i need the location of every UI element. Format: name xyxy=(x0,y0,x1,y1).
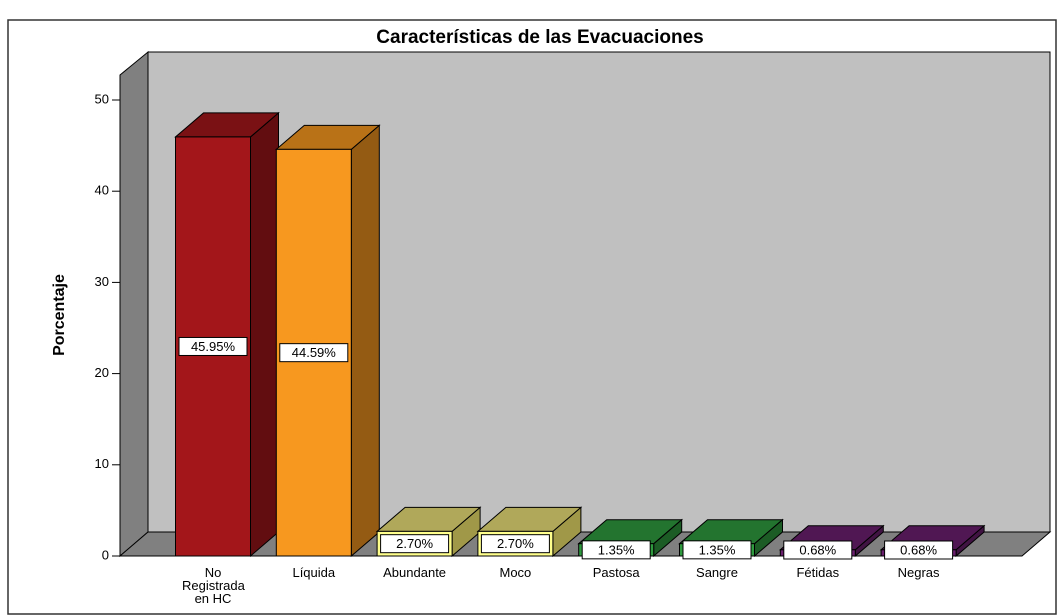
value-label-box xyxy=(884,540,954,560)
side-wall xyxy=(119,50,149,558)
x-tick-label: Abundante xyxy=(383,566,447,580)
y-tick-label: 30 xyxy=(95,274,109,289)
y-tick-label: 0 xyxy=(102,547,109,562)
y-tick-label: 10 xyxy=(95,456,109,471)
value-label: 1.35% xyxy=(699,542,736,557)
value-label: 44.59% xyxy=(292,345,337,360)
x-tick-label-box: Sangre xyxy=(696,566,738,580)
value-label: 45.95% xyxy=(191,339,236,354)
y-tick-label: 40 xyxy=(95,183,109,198)
value-label: 2.70% xyxy=(497,536,534,551)
y-axis-label: Porcentaje xyxy=(51,274,68,356)
x-tick-label: Fétidas xyxy=(796,566,840,580)
x-tick-label: No Registrada en HC xyxy=(182,566,245,606)
x-tick-label-box: Moco xyxy=(499,566,532,580)
value-label-box xyxy=(279,343,349,363)
x-tick-label-box: No Registrada en HC xyxy=(182,566,245,606)
bar-side xyxy=(250,111,279,558)
x-tick-label-box: Fétidas xyxy=(796,566,840,580)
bar-side xyxy=(350,124,380,558)
value-label-box xyxy=(178,336,248,356)
x-tick-label: Líquida xyxy=(292,566,336,580)
x-tick-label: Pastosa xyxy=(592,566,640,580)
value-label-box xyxy=(581,540,651,560)
y-tick-label: 50 xyxy=(95,91,109,106)
value-label: 0.68% xyxy=(799,542,836,557)
value-label-box xyxy=(480,534,550,554)
chart-title: Características de las Evacuaciones xyxy=(376,27,703,48)
x-tick-label-box: Abundante xyxy=(383,566,447,580)
x-tick-label: Moco xyxy=(499,566,532,580)
value-label-box xyxy=(682,540,752,560)
value-label: 2.70% xyxy=(396,536,433,551)
value-label-box xyxy=(783,540,853,560)
value-label: 1.35% xyxy=(598,542,635,557)
x-tick-label-box: Líquida xyxy=(292,566,336,580)
x-tick-label-box: Negras xyxy=(897,566,940,580)
value-label-box xyxy=(380,534,450,554)
x-tick-label: Sangre xyxy=(696,566,738,580)
x-tick-label-box: Pastosa xyxy=(592,566,640,580)
x-tick-label: Negras xyxy=(897,566,940,580)
value-label: 0.68% xyxy=(900,542,937,557)
y-tick-label: 20 xyxy=(95,365,109,380)
